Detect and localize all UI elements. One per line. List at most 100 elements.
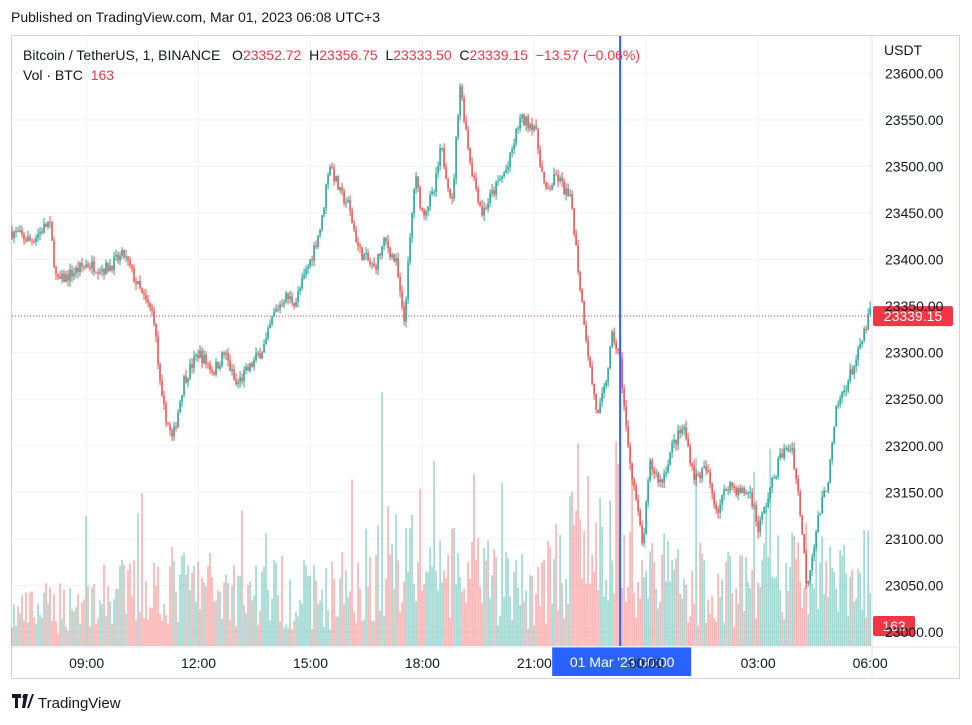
volume-bar bbox=[685, 585, 687, 646]
candle-body bbox=[145, 295, 147, 300]
volume-bar bbox=[471, 541, 473, 646]
candle-body bbox=[39, 231, 41, 235]
chart-overlays: 23339.15 163 01 Mar '23 00:00 bbox=[12, 36, 953, 676]
candle-body bbox=[741, 488, 743, 493]
candle-body bbox=[631, 463, 633, 479]
candle-body bbox=[11, 231, 13, 239]
candle-body bbox=[167, 423, 169, 425]
candle-body bbox=[817, 515, 819, 532]
volume-bar bbox=[595, 522, 597, 646]
candle-body bbox=[549, 188, 551, 190]
volume-bar bbox=[683, 578, 685, 646]
volume-bar bbox=[279, 621, 281, 646]
candle-body bbox=[65, 274, 67, 283]
volume-bar bbox=[823, 593, 825, 646]
candle-body bbox=[61, 273, 63, 279]
candle-body bbox=[777, 458, 779, 477]
volume-bar bbox=[183, 552, 185, 646]
volume-bar bbox=[485, 560, 487, 646]
candle-body bbox=[401, 291, 403, 307]
candle-body bbox=[423, 209, 425, 216]
candle-body bbox=[71, 269, 73, 277]
candle-body bbox=[27, 236, 29, 242]
candle-body bbox=[507, 166, 509, 170]
candle-body bbox=[863, 328, 865, 342]
volume-bar bbox=[315, 580, 317, 646]
candle-body bbox=[831, 442, 833, 460]
candle-body bbox=[695, 474, 697, 480]
volume-bar bbox=[535, 593, 537, 646]
volume-bar bbox=[577, 443, 579, 646]
candle-body bbox=[655, 472, 657, 474]
candle-body bbox=[573, 208, 575, 235]
volume-bar bbox=[863, 530, 865, 646]
volume-bar bbox=[729, 555, 731, 646]
candle-body bbox=[339, 187, 341, 190]
volume-bar bbox=[177, 621, 179, 646]
candle-body bbox=[267, 328, 269, 339]
candle-body bbox=[585, 324, 587, 341]
x-tick-label: 21:00 bbox=[517, 655, 552, 671]
candle-body bbox=[803, 534, 805, 554]
candle-body bbox=[769, 487, 771, 499]
volume-bar bbox=[743, 611, 745, 646]
volume-bar bbox=[481, 602, 483, 646]
volume-bar bbox=[373, 620, 375, 646]
volume-bar bbox=[599, 497, 601, 646]
x-tick-label: 18:00 bbox=[405, 655, 440, 671]
volume-bar bbox=[807, 614, 809, 646]
volume-bar bbox=[273, 559, 275, 646]
candle-body bbox=[801, 515, 803, 535]
candle-body bbox=[719, 504, 721, 513]
candle-body bbox=[201, 350, 203, 364]
volume-bar bbox=[121, 559, 123, 646]
volume-bar bbox=[787, 590, 789, 646]
candle-body bbox=[407, 262, 409, 300]
candle-body bbox=[275, 309, 277, 312]
candle-body bbox=[23, 234, 25, 240]
volume-bar bbox=[391, 544, 393, 646]
volume-bar bbox=[557, 610, 559, 646]
candle-body bbox=[759, 519, 761, 533]
volume-bar bbox=[505, 552, 507, 646]
volume-bar bbox=[237, 575, 239, 646]
legend-volume-label[interactable]: Vol · BTC bbox=[23, 67, 83, 83]
candle-body bbox=[75, 267, 77, 274]
volume-bar bbox=[219, 591, 221, 646]
candle-body bbox=[217, 362, 219, 369]
candle-body bbox=[435, 172, 437, 192]
candle-body bbox=[533, 125, 535, 131]
candle-body bbox=[157, 336, 159, 365]
candle-body bbox=[657, 472, 659, 483]
volume-bar bbox=[705, 622, 707, 646]
volume-bar bbox=[127, 569, 129, 646]
volume-bar bbox=[37, 603, 39, 646]
candle-body bbox=[127, 256, 129, 261]
candle-body bbox=[689, 446, 691, 464]
volume-bar bbox=[281, 555, 283, 646]
candle-body bbox=[765, 506, 767, 508]
y-tick-label: 23200.00 bbox=[885, 438, 944, 454]
chart-frame[interactable] bbox=[11, 35, 960, 679]
candle-body bbox=[821, 496, 823, 514]
y-tick-label: 23150.00 bbox=[885, 484, 944, 500]
candle-body bbox=[781, 453, 783, 458]
volume-bar bbox=[91, 587, 93, 646]
volume-bar bbox=[721, 579, 723, 646]
volume-bar bbox=[19, 613, 21, 646]
volume-bar bbox=[833, 572, 835, 646]
volume-bar bbox=[815, 529, 817, 646]
candle-body bbox=[745, 492, 747, 494]
volume-bar bbox=[357, 562, 359, 646]
candle-body bbox=[93, 261, 95, 273]
candle-body bbox=[455, 137, 457, 179]
volume-bar bbox=[371, 620, 373, 646]
tradingview-logo[interactable]: TradingView bbox=[12, 694, 121, 713]
candle-body bbox=[681, 429, 683, 434]
volume-bar bbox=[427, 572, 429, 646]
volume-bar bbox=[89, 626, 91, 646]
candle-body bbox=[51, 222, 53, 241]
candle-body bbox=[779, 453, 781, 459]
legend-symbol[interactable]: Bitcoin / TetherUS, 1, BINANCE bbox=[23, 47, 221, 63]
